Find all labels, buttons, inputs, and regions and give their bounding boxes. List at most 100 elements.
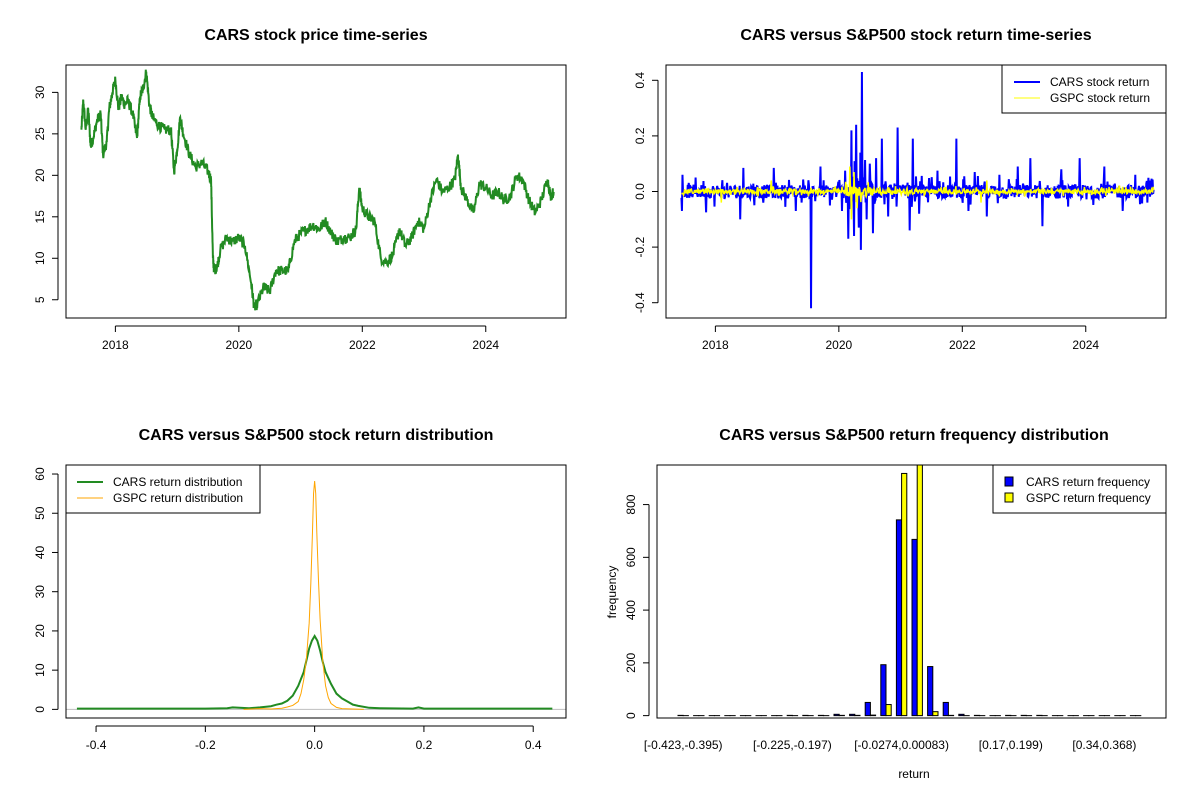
y-tick-label: 0.2 [633,127,647,144]
histogram-legend-gspc-label: GSPC return frequency [1026,491,1151,505]
histogram-legend-box [992,464,1167,514]
returns-legend-cars-label: CARS stock return [1050,75,1149,89]
price-chart-title: CARS stock price time-series [204,27,427,44]
returns-y-axis: -0.4 -0.2 0.0 0.2 0.4 [633,72,659,313]
y-tick-label: 40 [33,545,47,559]
gspc-frequency-bar [916,464,923,717]
gspc-frequency-bar [885,704,892,717]
histogram-chart-title: CARS versus S&P500 return frequency dist… [719,427,1108,444]
y-tick-label: 0.4 [633,72,647,89]
y-tick-label: 0 [33,706,47,713]
y-tick-label: 10 [33,663,47,677]
cars-frequency-bar [942,701,949,717]
price-series-line [80,69,555,311]
y-tick-label: 0.0 [633,183,647,200]
x-tick-label: 2018 [102,338,129,352]
returns-plot-area [680,71,1155,309]
histogram-x-axis: [-0.423,-0.395) [-0.225,-0.197) [-0.0274,0… [644,738,1137,752]
y-tick-label: 15 [33,210,47,224]
y-tick-label: 400 [624,600,638,620]
y-tick-label: 30 [33,85,47,99]
cars-frequency-bar [927,666,934,717]
histogram-x-tick-label: [-0.0274,0.00083) [854,738,949,752]
y-tick-label: 20 [33,168,47,182]
histogram-legend: CARS return frequency GSPC return freque… [992,464,1167,514]
density-chart-panel: CARS versus S&P500 stock return distribu… [33,427,567,752]
gspc-density-line [243,481,364,710]
density-legend: CARS return distribution GSPC return dis… [65,464,261,514]
y-tick-label: 0 [624,712,638,719]
y-tick-label: 800 [624,494,638,514]
cars-frequency-bar [958,713,965,717]
y-tick-label: 25 [33,127,47,141]
gspc-frequency-bar [932,711,939,717]
gspc-frequency-bar [901,472,908,717]
returns-legend-gspc-label: GSPC stock return [1050,91,1150,105]
x-tick-label: -0.4 [86,738,107,752]
density-x-axis: -0.4 -0.2 0.0 0.2 0.4 [86,725,542,752]
density-legend-cars-label: CARS return distribution [113,475,242,489]
histogram-chart-panel: CARS versus S&P500 return frequency dist… [605,427,1167,781]
x-tick-label: 2024 [472,338,499,352]
price-chart-panel: CARS stock price time-series 2018 2020 202… [33,27,567,352]
returns-x-axis: 2018 2020 2022 2024 [702,325,1099,352]
cars-frequency-bar [911,538,918,717]
price-plot-box [65,64,567,319]
gspc-frequency-bar [869,714,877,717]
histogram-x-tick-label: [-0.225,-0.197) [753,738,832,752]
cars-frequency-bar [849,713,856,717]
y-tick-label: -0.4 [633,292,647,313]
x-tick-label: 2022 [949,338,976,352]
y-tick-label: 30 [33,585,47,599]
density-legend-gspc-label: GSPC return distribution [113,491,243,505]
histogram-x-tick-label: [-0.423,-0.395) [644,738,723,752]
returns-legend: CARS stock return GSPC stock return [1001,64,1167,114]
returns-plot-box [665,64,1167,319]
x-tick-label: 2018 [702,338,729,352]
x-tick-label: 2020 [825,338,852,352]
y-tick-label: 20 [33,624,47,638]
cars-frequency-bar [833,713,840,717]
y-tick-label: 600 [624,547,638,567]
y-tick-label: 50 [33,506,47,520]
returns-legend-box [1001,64,1167,114]
density-plot-area [66,481,566,710]
returns-chart-panel: CARS versus S&P500 stock return time-ser… [633,27,1167,352]
x-tick-label: 2020 [225,338,252,352]
gspc-return-series-line [681,166,1155,220]
histogram-x-tick-label: [0.34,0.368) [1072,738,1136,752]
density-chart-title: CARS versus S&P500 stock return distribu… [139,427,494,444]
histogram-y-axis: 0 200 400 600 800 [624,494,650,719]
density-y-axis: 0 10 20 30 40 50 60 [33,467,59,713]
density-plot-box [65,464,567,719]
y-tick-label: 10 [33,251,47,265]
y-tick-label: 5 [33,296,47,303]
y-tick-label: -0.2 [633,236,647,257]
x-tick-label: 0.4 [525,738,542,752]
histogram-legend-cars-label: CARS return frequency [1026,475,1150,489]
histogram-legend-cars-swatch [1004,476,1014,487]
cars-return-series-line [680,71,1155,309]
x-tick-label: 0.2 [416,738,433,752]
y-tick-label: 200 [624,653,638,673]
cars-frequency-bar [895,519,903,717]
x-tick-label: 2024 [1072,338,1099,352]
density-legend-box [65,464,261,514]
y-tick-label: 60 [33,467,47,481]
price-x-axis: 2018 2020 2022 2024 [102,325,499,352]
cars-frequency-bar [880,664,887,717]
histogram-plot-box [656,464,1167,719]
histogram-y-axis-label: frequency [605,566,619,619]
price-plot-area [80,69,555,311]
histogram-legend-gspc-swatch [1004,492,1014,503]
x-tick-label: 2022 [349,338,376,352]
price-y-axis: 5 10 15 20 25 30 [33,85,59,303]
histogram-plot-area [677,464,1142,717]
returns-chart-title: CARS versus S&P500 stock return time-ser… [740,27,1091,44]
histogram-x-tick-label: [0.17,0.199) [979,738,1043,752]
x-tick-label: 0.0 [306,738,323,752]
cars-density-line [76,634,553,710]
x-tick-label: -0.2 [195,738,216,752]
histogram-x-axis-label: return [898,767,929,781]
